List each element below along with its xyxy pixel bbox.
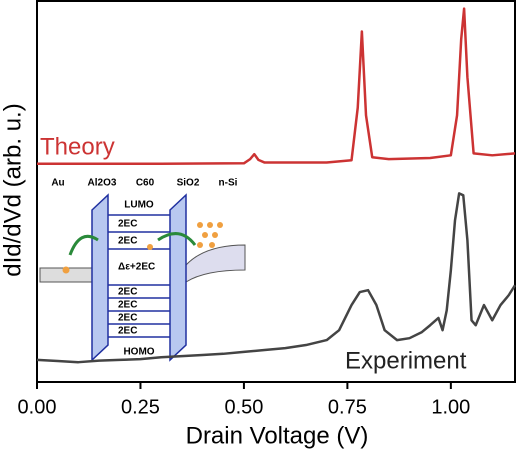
al2o3-layer: [91, 193, 109, 362]
n-si-band: [185, 244, 246, 283]
spacing-label: 2EC: [118, 236, 137, 247]
inset-diagram: Au Al2O3 C60 SiO2 n-Si LUMO HOMO 2EC 2EC…: [39, 178, 246, 362]
lumo-label: LUMO: [124, 200, 154, 211]
electron: [147, 244, 153, 250]
spacing-label: 2EC: [118, 287, 137, 298]
spacing-label: 2EC: [118, 219, 137, 230]
layer-label: Al2O3: [88, 178, 117, 189]
series-label: Experiment: [345, 347, 467, 374]
x-tick-label: 1.00: [431, 396, 470, 418]
layer-label: SiO2: [177, 178, 200, 189]
homo-label: HOMO: [123, 347, 154, 358]
x-axis-label: Drain Voltage (V): [186, 422, 369, 449]
electrons: [197, 222, 223, 248]
layer-label: Au: [51, 178, 64, 189]
spacing-label: 2EC: [118, 313, 137, 324]
x-tick-label: 0.50: [224, 396, 263, 418]
spacing-label: 2EC: [118, 326, 137, 337]
gap-label: Δε+2EC: [118, 262, 155, 273]
energy-levels: [108, 214, 170, 338]
arrow: [157, 232, 197, 246]
y-axis-label: dId/dVd (arb. u.): [0, 103, 26, 276]
electron: [62, 266, 70, 274]
x-tick-label: 0.25: [121, 396, 160, 418]
series-label: Theory: [40, 133, 115, 160]
plot-frame: [36, 0, 516, 383]
x-tick-label: 0.00: [18, 396, 57, 418]
series-line: [37, 7, 516, 165]
layer-label: C60: [136, 178, 155, 189]
sio2-layer: [169, 193, 187, 362]
x-tick-label: 0.75: [328, 396, 367, 418]
layer-label: n-Si: [219, 178, 238, 189]
spacing-label: 2EC: [118, 300, 137, 311]
series-line: [36, 192, 517, 364]
arrow: [68, 234, 99, 256]
